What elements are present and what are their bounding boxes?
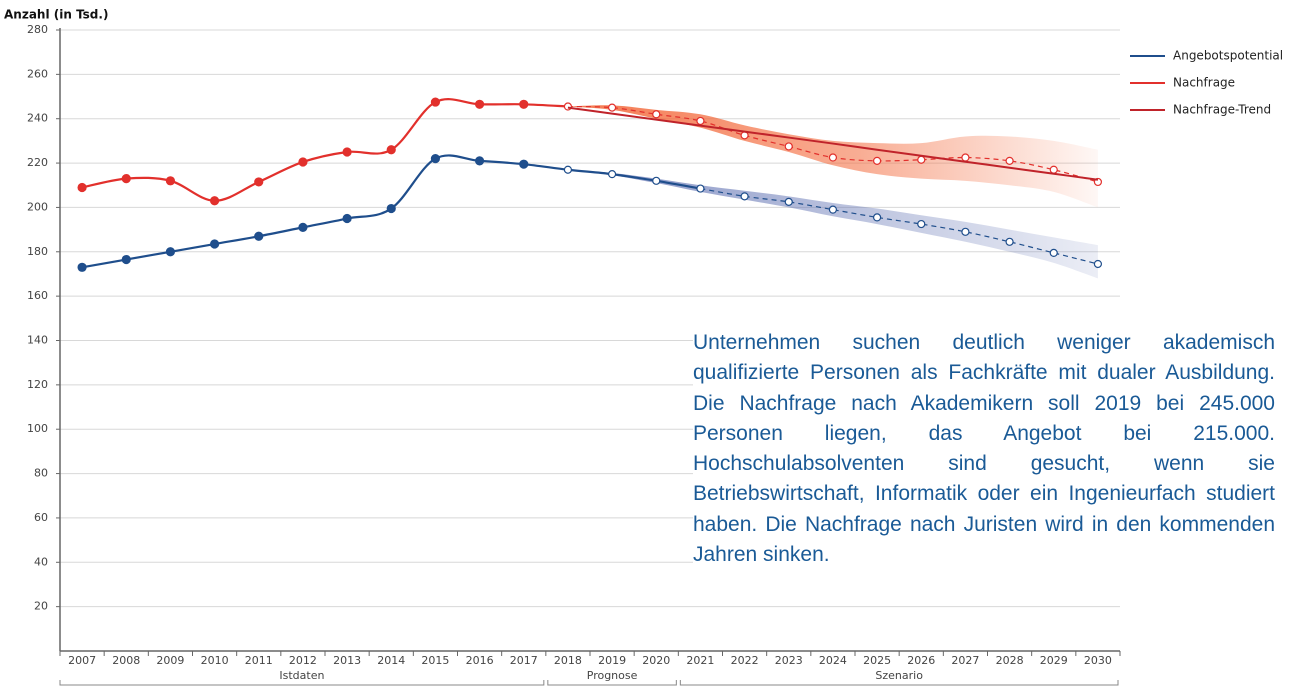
group-bracket	[679, 680, 1119, 686]
data-point	[474, 99, 485, 109]
trend-line	[567, 106, 1099, 181]
legend-label: Angebotspotential	[1173, 49, 1283, 63]
data-point	[652, 176, 661, 185]
data-point	[784, 197, 793, 206]
x-tick-label: 2021	[686, 654, 714, 667]
data-point	[77, 262, 87, 272]
x-tick-label: 2013	[333, 654, 361, 667]
group-label: Szenario	[875, 669, 923, 682]
group-label: Prognose	[587, 669, 638, 682]
data-point	[298, 222, 308, 232]
data-point	[740, 192, 749, 201]
x-tick-label: 2026	[907, 654, 935, 667]
y-tick-label: 180	[27, 245, 48, 258]
x-tick-label: 2028	[996, 654, 1024, 667]
data-point	[607, 170, 617, 179]
data-point	[917, 219, 926, 229]
x-tick-label: 2019	[598, 654, 626, 667]
x-tick-label: 2025	[863, 654, 891, 667]
x-tick-label: 2029	[1040, 654, 1068, 667]
y-tick-label: 260	[27, 67, 48, 80]
data-point	[1049, 248, 1058, 257]
x-tick-label: 2018	[554, 654, 582, 667]
data-point	[519, 159, 529, 169]
y-tick-label: 140	[27, 334, 48, 347]
x-tick-label: 2014	[377, 654, 405, 667]
data-point	[430, 154, 441, 164]
y-tick-label: 100	[27, 422, 48, 435]
data-point	[298, 157, 308, 167]
x-tick-label: 2008	[112, 654, 140, 667]
x-tick-label: 2007	[68, 654, 96, 667]
legend-label: Nachfrage-Trend	[1173, 103, 1271, 117]
data-point	[519, 99, 529, 109]
data-point	[121, 173, 131, 184]
data-point	[342, 213, 352, 224]
series-line	[81, 98, 568, 202]
x-tick-label: 2023	[775, 654, 803, 667]
x-tick-label: 2015	[421, 654, 449, 667]
data-point	[386, 145, 396, 155]
y-tick-label: 40	[34, 555, 48, 568]
group-bracket	[547, 680, 677, 686]
x-tick-label: 2030	[1084, 654, 1112, 667]
y-tick-label: 280	[27, 23, 48, 36]
data-point	[165, 176, 176, 186]
data-point	[254, 231, 264, 241]
x-tick-label: 2022	[731, 654, 759, 667]
data-point	[386, 203, 396, 214]
x-tick-label: 2011	[245, 654, 273, 667]
x-tick-label: 2010	[201, 654, 229, 667]
data-point	[209, 239, 220, 249]
data-point	[1005, 237, 1014, 246]
data-point	[342, 147, 352, 157]
x-tick-label: 2009	[156, 654, 184, 667]
annotation: Unternehmen suchen deutlich weniger akad…	[693, 328, 1275, 571]
group-bracket	[59, 680, 545, 686]
data-point	[784, 142, 793, 151]
data-point	[563, 165, 573, 174]
x-tick-label: 2012	[289, 654, 317, 667]
data-point	[254, 177, 264, 187]
data-point	[828, 153, 838, 162]
x-tick-label: 2017	[510, 654, 538, 667]
data-point	[1049, 165, 1058, 174]
series-line-projection	[700, 187, 1099, 265]
y-tick-label: 160	[27, 289, 48, 302]
data-point	[474, 156, 485, 166]
data-point	[652, 110, 661, 119]
y-tick-label: 80	[34, 467, 48, 480]
x-tick-label: 2016	[466, 654, 494, 667]
y-tick-label: 240	[27, 112, 48, 125]
data-point	[872, 213, 882, 222]
data-point	[961, 153, 970, 162]
data-point	[917, 155, 926, 164]
x-tick-label: 2027	[951, 654, 979, 667]
data-point	[121, 254, 131, 265]
group-label: Istdaten	[279, 669, 324, 682]
data-point	[696, 184, 705, 193]
y-tick-label: 120	[27, 378, 48, 391]
legend-label: Nachfrage	[1173, 76, 1235, 90]
data-point	[961, 227, 970, 236]
data-point	[165, 247, 176, 257]
y-tick-label: 200	[27, 200, 48, 213]
data-point	[872, 156, 882, 165]
x-tick-label: 2024	[819, 654, 847, 667]
data-point	[1093, 259, 1103, 269]
data-point	[77, 182, 87, 193]
x-tick-label: 2020	[642, 654, 670, 667]
data-point	[696, 116, 705, 126]
data-point	[828, 205, 838, 214]
y-tick-label: 60	[34, 511, 48, 524]
data-point	[430, 97, 441, 107]
y-axis-title: Anzahl (in Tsd.)	[4, 8, 108, 22]
y-tick-label: 20	[34, 600, 48, 613]
data-point	[209, 196, 220, 206]
data-point	[607, 103, 617, 112]
y-tick-label: 220	[27, 156, 48, 169]
data-point	[1005, 156, 1014, 165]
